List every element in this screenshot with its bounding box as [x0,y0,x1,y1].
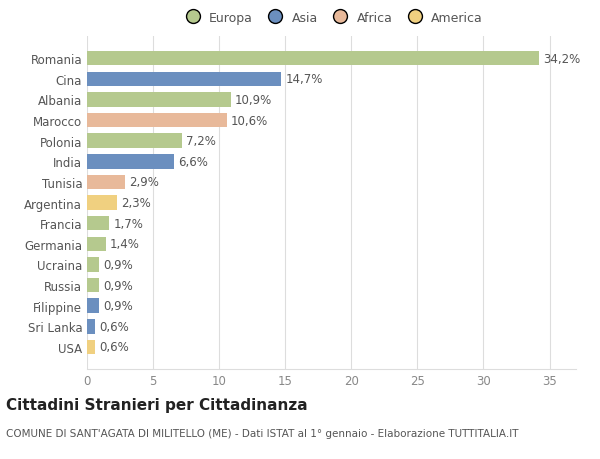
Text: 34,2%: 34,2% [543,53,580,66]
Bar [87,52,539,66]
Bar [87,340,95,354]
Bar [87,257,99,272]
Bar [87,93,231,107]
Text: 10,9%: 10,9% [235,94,272,106]
Text: 2,9%: 2,9% [129,176,159,189]
Text: 14,7%: 14,7% [285,73,323,86]
Text: Cittadini Stranieri per Cittadinanza: Cittadini Stranieri per Cittadinanza [6,397,308,412]
Legend: Europa, Asia, Africa, America: Europa, Asia, Africa, America [178,9,485,27]
Text: 10,6%: 10,6% [231,114,268,127]
Bar [87,299,99,313]
Text: 7,2%: 7,2% [186,135,216,148]
Text: 0,9%: 0,9% [103,258,133,271]
Bar [87,278,99,293]
Text: 0,9%: 0,9% [103,300,133,313]
Bar [87,134,182,149]
Text: 1,4%: 1,4% [109,238,139,251]
Bar [87,175,125,190]
Text: 6,6%: 6,6% [178,156,208,168]
Bar [87,319,95,334]
Bar [87,73,281,87]
Bar [87,237,106,252]
Text: 0,6%: 0,6% [99,320,128,333]
Text: COMUNE DI SANT'AGATA DI MILITELLO (ME) - Dati ISTAT al 1° gennaio - Elaborazione: COMUNE DI SANT'AGATA DI MILITELLO (ME) -… [6,428,518,438]
Bar [87,196,118,210]
Text: 2,3%: 2,3% [121,196,151,210]
Bar [87,217,109,231]
Bar [87,113,227,128]
Text: 0,6%: 0,6% [99,341,128,353]
Bar [87,155,174,169]
Text: 0,9%: 0,9% [103,279,133,292]
Text: 1,7%: 1,7% [113,217,143,230]
